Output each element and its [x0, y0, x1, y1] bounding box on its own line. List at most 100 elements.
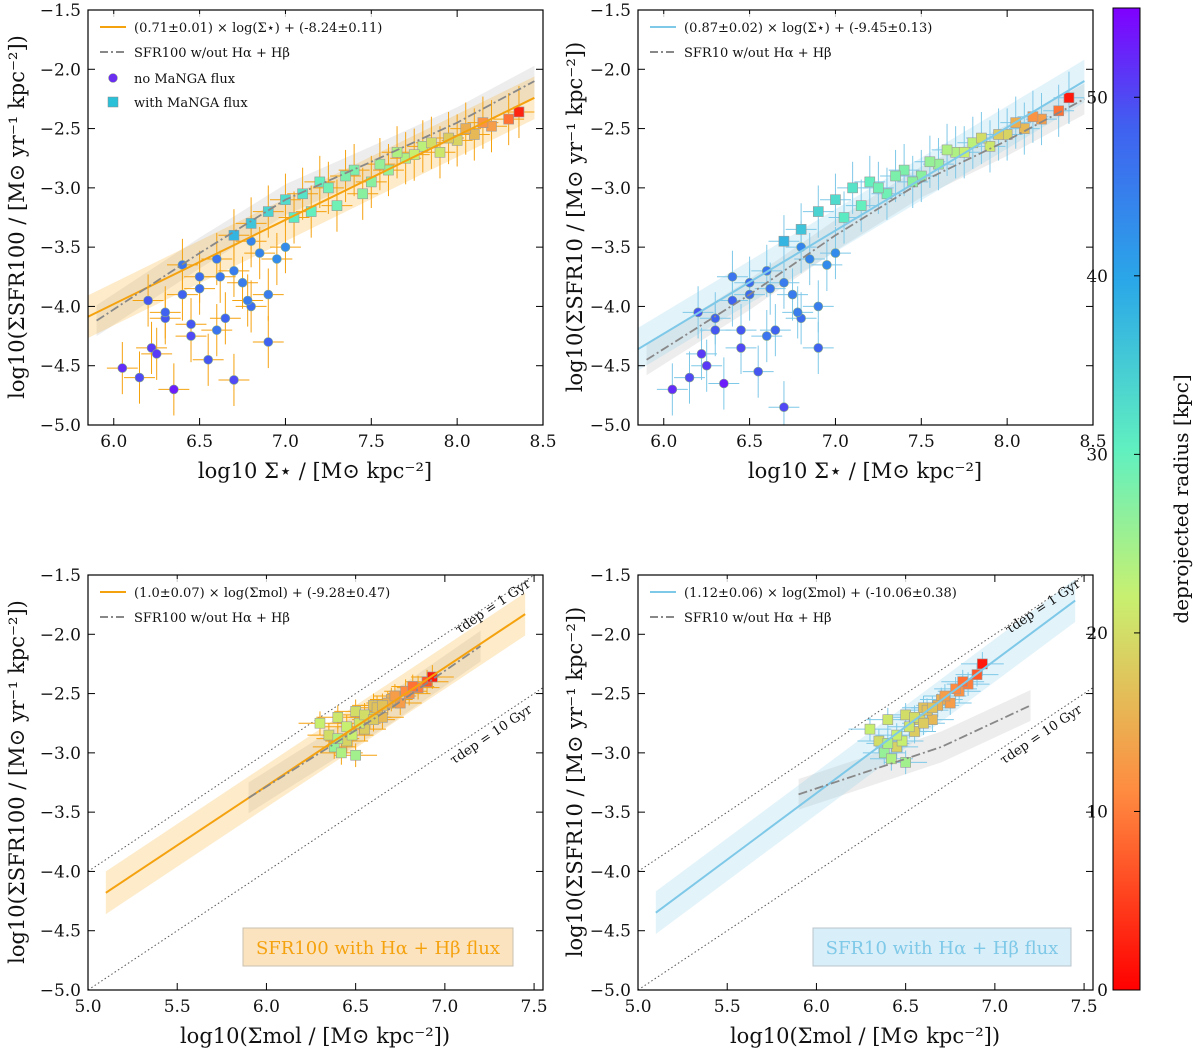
plot-area: [638, 59, 1085, 425]
y-tick-label: −3.0: [590, 179, 631, 199]
data-point-square: [898, 164, 910, 176]
legend-entry-reference: SFR10 w/out Hα + Hβ: [684, 46, 832, 61]
x-tick-label: 8.0: [994, 432, 1021, 452]
y-tick-label: −1.5: [40, 566, 81, 586]
y-axis-label: log10(ΣSFR10 / [M⊙ yr⁻¹ kpc⁻²]): [563, 607, 587, 957]
data-point-square: [900, 709, 911, 721]
data-point-square: [350, 749, 361, 761]
data-point-circle: [787, 289, 798, 300]
data-point-circle: [736, 343, 746, 353]
y-tick-label: −2.5: [590, 120, 631, 140]
colorbar-label: deprojected radius [kpc]: [1169, 374, 1193, 623]
data-point-circle: [280, 242, 291, 252]
data-point-square: [469, 129, 480, 140]
data-point-square: [297, 188, 308, 200]
y-tick-label: −3.5: [590, 238, 631, 258]
reference-band: [96, 65, 535, 337]
annotation-box-label: SFR10 with Hα + Hβ flux: [826, 938, 1059, 959]
data-point-square: [262, 206, 274, 217]
y-tick-label: −3.0: [40, 744, 81, 764]
x-tick-label: 6.0: [803, 997, 830, 1017]
data-point-circle: [813, 343, 824, 353]
data-point-square: [886, 753, 897, 765]
legend-entry-reference: SFR100 w/out Hα + Hβ: [134, 611, 290, 626]
x-axis-label: log10(Σmol / [M⊙ kpc⁻²]): [730, 1024, 1000, 1048]
colorbar-gradient: [1112, 7, 1141, 991]
y-axis-label: log10(ΣSFR10 / [M⊙ yr⁻¹ kpc⁻²]): [563, 42, 587, 392]
data-point-square: [434, 146, 446, 158]
axes-frame: [87, 574, 544, 991]
legend-entry-no-manga: no MaNGA flux: [134, 72, 236, 87]
data-point-circle: [194, 271, 205, 282]
data-point-square: [873, 182, 884, 194]
data-point-circle: [203, 354, 213, 365]
data-point-square: [882, 714, 894, 725]
data-point-circle: [215, 271, 226, 282]
y-tick-label: −2.0: [590, 625, 631, 645]
data-point-circle: [761, 331, 772, 341]
y-tick-label: −2.0: [40, 60, 81, 80]
legend-entry-reference: SFR100 w/out Hα + Hβ: [134, 46, 290, 61]
data-point-circle: [804, 254, 815, 264]
y-tick-label: −4.5: [40, 357, 81, 377]
data-point-square: [847, 182, 858, 194]
legend-entry-fit: (1.0±0.07) × log(Σmol) + (-9.28±0.47): [134, 586, 390, 601]
y-tick-label: −4.5: [40, 922, 81, 942]
colorbar-tick-label: 10: [1086, 802, 1108, 822]
legend-box: [96, 14, 426, 118]
y-tick-label: −5.0: [40, 416, 81, 436]
x-tick-label: 6.0: [650, 432, 677, 452]
x-tick-label: 6.0: [253, 997, 280, 1017]
data-point-square: [1053, 105, 1064, 117]
data-point-circle: [701, 360, 712, 371]
colorbar-tick-label: 30: [1086, 445, 1108, 465]
data-point-square: [331, 200, 343, 211]
data-point-circle: [727, 271, 738, 282]
fit-line: [105, 613, 526, 894]
tdep-10gyr-line: [88, 687, 543, 990]
legend-entry-fit: (0.87±0.02) × log(Σ⋆) + (-9.45±0.13): [684, 21, 932, 36]
axes-frame: [637, 574, 1094, 991]
data-point-circle: [177, 289, 188, 300]
colorbar: 0 10 20 30 40 50 deprojected radius [kpc]: [1086, 7, 1193, 1001]
data-point-square: [323, 729, 335, 741]
tdep-10gyr-label: τdep = 10 Gyr: [448, 702, 536, 768]
data-point-square: [855, 200, 867, 211]
data-point-circle: [696, 349, 707, 359]
legend-box: [96, 579, 426, 633]
data-point-circle: [272, 254, 282, 264]
data-point-circle: [684, 372, 695, 383]
data-point-circle: [151, 349, 162, 359]
legend-entry-reference: SFR10 w/out Hα + Hβ: [684, 611, 832, 626]
x-tick-label: 5.0: [624, 997, 651, 1017]
legend-box: [646, 579, 976, 633]
x-tick-label: 7.0: [981, 997, 1008, 1017]
reference-line: [96, 80, 535, 322]
data-point-square: [941, 144, 953, 156]
x-tick-label: 7.5: [521, 997, 548, 1017]
reference-line: [646, 98, 1085, 361]
annotation-box-bg: [242, 927, 514, 967]
y-tick-label: −4.0: [590, 862, 631, 882]
legend-square-marker: [107, 96, 119, 108]
tdep-1gyr-line: [638, 575, 1085, 872]
data-point-circle: [229, 375, 239, 385]
data-point-circle: [186, 319, 196, 330]
data-point-square: [1063, 92, 1075, 104]
data-point-circle: [830, 248, 841, 258]
data-point-circle: [143, 295, 153, 306]
data-point-square: [228, 229, 240, 241]
data-point-circle: [160, 307, 171, 318]
data-point-square: [503, 113, 514, 125]
data-point-square: [918, 717, 929, 729]
x-tick-label: 8.0: [444, 432, 471, 452]
data-point-circle: [117, 363, 128, 373]
y-tick-label: −3.0: [590, 744, 631, 764]
data-point-circle: [736, 325, 746, 335]
y-tick-label: −4.0: [40, 862, 81, 882]
legend-circle-marker: [108, 73, 118, 83]
data-point-circle: [727, 295, 738, 306]
data-point-circle: [792, 307, 803, 318]
legend-entry-fit: (1.12±0.06) × log(Σmol) + (-10.06±0.38): [684, 586, 957, 601]
